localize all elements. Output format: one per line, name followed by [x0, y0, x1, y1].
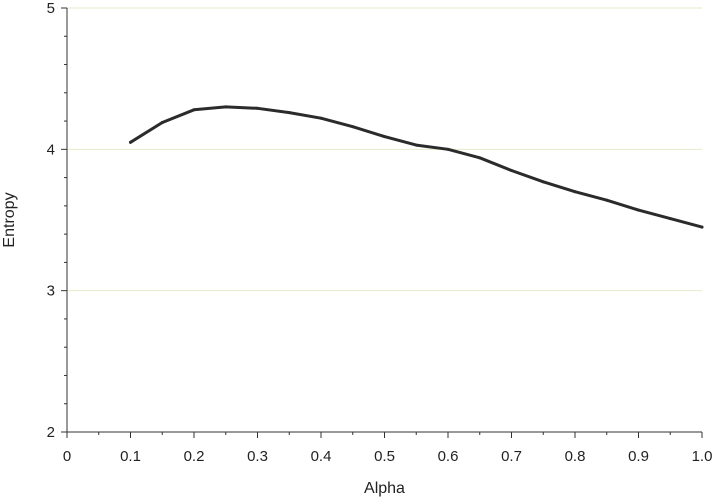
x-tick-label: 0.7 — [501, 448, 522, 465]
data-point — [129, 140, 132, 144]
data-point — [510, 169, 513, 173]
x-tick-label: 0.4 — [311, 448, 332, 465]
x-tick-label: 0.6 — [438, 448, 459, 465]
data-point — [700, 225, 704, 229]
data-point — [446, 147, 450, 151]
grid-lines — [67, 7, 702, 292]
data-point — [541, 180, 545, 184]
entropy-series-line — [129, 105, 704, 229]
x-tick-label: 1.0 — [692, 448, 712, 465]
x-tick-label: 0.9 — [628, 448, 649, 465]
x-tick-label: 0.1 — [120, 448, 141, 465]
y-tick-label: 3 — [47, 283, 55, 300]
data-point — [256, 106, 259, 110]
x-tick-label: 0.3 — [247, 448, 268, 465]
data-point — [319, 116, 323, 120]
x-tick-label: 0 — [63, 448, 71, 465]
data-point — [478, 156, 482, 160]
axes — [66, 8, 702, 433]
tick-labels: 2 3 4 5 0 0.1 0.2 0.3 0.4 0.5 0.6 0.7 0.8 0.9 1.0 — [47, 0, 712, 465]
axis-ticks — [61, 7, 703, 438]
data-point — [414, 143, 418, 147]
data-point — [383, 135, 386, 139]
x-tick-label: 0.5 — [374, 448, 395, 465]
x-tick-label: 0.2 — [184, 448, 205, 465]
data-point — [637, 208, 640, 212]
y-tick-label: 4 — [47, 141, 55, 158]
data-point — [224, 105, 228, 109]
y-axis-title: Entropy — [1, 192, 18, 247]
data-point — [192, 108, 196, 112]
data-point — [351, 125, 355, 129]
data-point — [160, 120, 164, 124]
series-layer — [129, 105, 704, 229]
data-point — [573, 190, 577, 194]
y-tick-label: 2 — [47, 424, 55, 441]
data-point — [605, 198, 609, 202]
x-tick-label: 0.8 — [565, 448, 586, 465]
y-tick-label: 5 — [47, 0, 55, 17]
x-axis-title: Alpha — [364, 480, 405, 497]
data-point — [668, 217, 672, 221]
data-point — [287, 111, 291, 115]
